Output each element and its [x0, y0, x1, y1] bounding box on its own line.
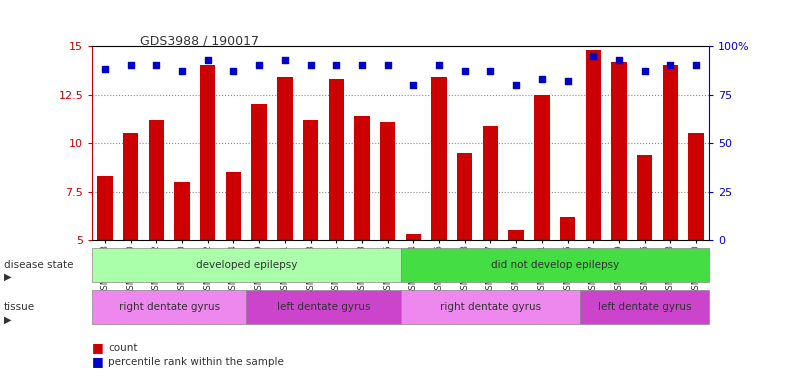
Bar: [380, 122, 396, 240]
Bar: [400, 248, 709, 282]
Bar: [483, 126, 498, 240]
Point: [175, 68, 188, 74]
Text: ▶: ▶: [4, 272, 11, 282]
Bar: [637, 155, 652, 240]
Point: [458, 68, 471, 74]
Bar: [149, 120, 164, 240]
Bar: [560, 217, 575, 240]
Bar: [431, 77, 447, 240]
Text: left dentate gyrus: left dentate gyrus: [276, 302, 370, 312]
Bar: [303, 120, 318, 240]
Point: [99, 66, 111, 73]
Point: [587, 53, 600, 59]
Point: [562, 78, 574, 84]
Text: percentile rank within the sample: percentile rank within the sample: [108, 357, 284, 367]
Bar: [457, 153, 473, 240]
Bar: [200, 65, 215, 240]
Text: ■: ■: [92, 355, 104, 368]
Bar: [97, 176, 113, 240]
Point: [484, 68, 497, 74]
Bar: [92, 290, 247, 324]
Text: ▶: ▶: [4, 314, 11, 324]
Bar: [688, 133, 704, 240]
Text: disease state: disease state: [4, 260, 74, 270]
Point: [201, 56, 214, 63]
Point: [124, 62, 137, 68]
Text: right dentate gyrus: right dentate gyrus: [119, 302, 219, 312]
Text: did not develop epilepsy: did not develop epilepsy: [490, 260, 619, 270]
Point: [381, 62, 394, 68]
Bar: [611, 61, 626, 240]
Point: [304, 62, 317, 68]
Bar: [92, 248, 400, 282]
Point: [433, 62, 445, 68]
Bar: [509, 230, 524, 240]
Bar: [123, 133, 139, 240]
Bar: [277, 77, 292, 240]
Bar: [400, 290, 581, 324]
Bar: [354, 116, 369, 240]
Point: [535, 76, 548, 82]
Point: [638, 68, 651, 74]
Bar: [226, 172, 241, 240]
Text: tissue: tissue: [4, 302, 35, 312]
Point: [227, 68, 239, 74]
Bar: [247, 290, 400, 324]
Text: left dentate gyrus: left dentate gyrus: [598, 302, 691, 312]
Text: developed epilepsy: developed epilepsy: [195, 260, 297, 270]
Bar: [662, 65, 678, 240]
Bar: [175, 182, 190, 240]
Point: [407, 82, 420, 88]
Point: [279, 56, 292, 63]
Point: [330, 62, 343, 68]
Text: count: count: [108, 343, 138, 353]
Point: [509, 82, 522, 88]
Bar: [328, 79, 344, 240]
Text: GDS3988 / 190017: GDS3988 / 190017: [140, 35, 260, 48]
Bar: [252, 104, 267, 240]
Point: [690, 62, 702, 68]
Point: [664, 62, 677, 68]
Text: right dentate gyrus: right dentate gyrus: [440, 302, 541, 312]
Bar: [534, 94, 549, 240]
Point: [613, 56, 626, 63]
Text: ■: ■: [92, 341, 104, 354]
Bar: [581, 290, 709, 324]
Bar: [405, 234, 421, 240]
Point: [253, 62, 266, 68]
Point: [150, 62, 163, 68]
Point: [356, 62, 368, 68]
Bar: [586, 50, 601, 240]
